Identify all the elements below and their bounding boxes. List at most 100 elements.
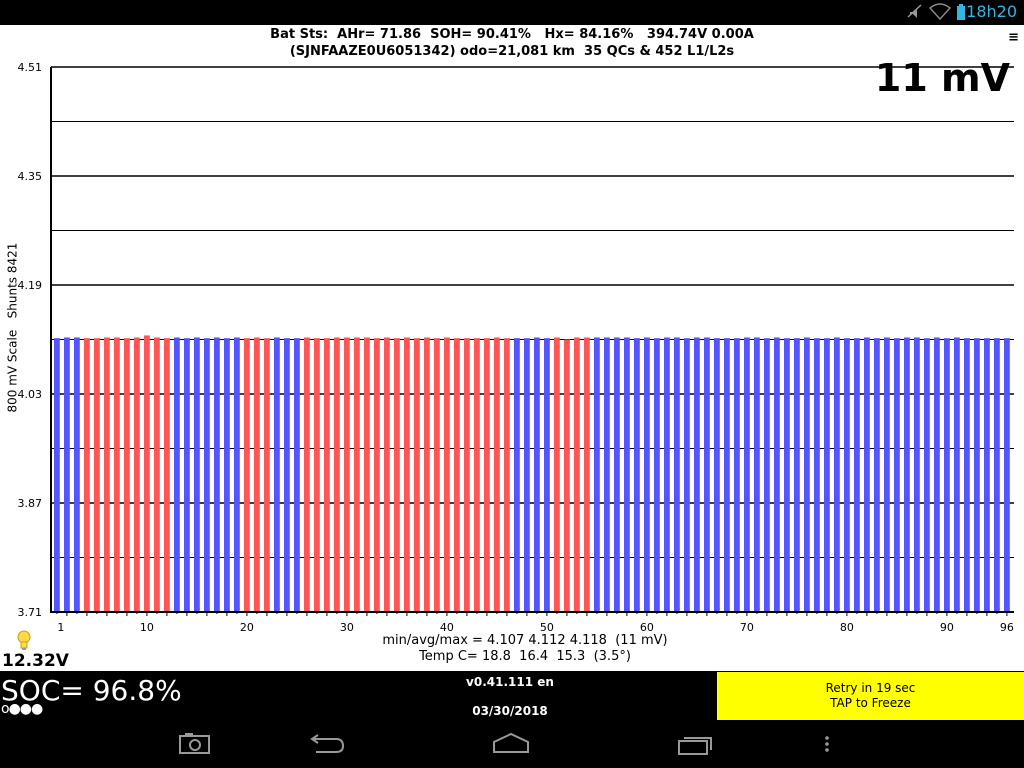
cell-bar[interactable] [724, 338, 730, 612]
cell-bar[interactable] [84, 338, 90, 612]
cell-bar[interactable] [394, 338, 400, 612]
cell-bar[interactable] [284, 338, 290, 612]
cell-bar[interactable] [944, 338, 950, 612]
menu-icon[interactable]: ≡ [1008, 30, 1019, 45]
cell-bar[interactable] [224, 338, 230, 612]
cell-bar[interactable] [644, 337, 650, 612]
cell-bar[interactable] [334, 337, 340, 612]
cell-bar[interactable] [64, 337, 70, 612]
cell-bar[interactable] [564, 339, 570, 613]
cell-bar[interactable] [844, 338, 850, 612]
cell-voltage-chart[interactable]: 4.51 4.35 4.19 4.03 3.87 3.71 1 10 20 30 40 50 60 70 8… [0, 55, 1024, 635]
cell-bar[interactable] [354, 337, 360, 612]
home-icon[interactable] [493, 732, 529, 753]
cell-bar[interactable] [774, 337, 780, 612]
cell-bar[interactable] [684, 338, 690, 612]
cell-bar[interactable] [974, 338, 980, 612]
freeze-button[interactable]: Retry in 19 sec TAP to Freeze [717, 672, 1024, 720]
cell-bar[interactable] [744, 337, 750, 612]
cell-bar[interactable] [624, 337, 630, 612]
cell-bar[interactable] [934, 337, 940, 612]
cell-bar[interactable] [604, 337, 610, 612]
cell-bar[interactable] [344, 337, 350, 612]
cell-bar[interactable] [144, 335, 150, 612]
cell-bar[interactable] [314, 338, 320, 612]
cell-bar[interactable] [154, 337, 160, 612]
cell-bar[interactable] [1004, 338, 1010, 612]
cell-bar[interactable] [924, 338, 930, 612]
cell-bar[interactable] [324, 338, 330, 612]
cell-bar[interactable] [294, 338, 300, 612]
cell-bar[interactable] [474, 338, 480, 612]
cell-bar[interactable] [484, 338, 490, 612]
cell-bar[interactable] [494, 337, 500, 612]
cell-bar[interactable] [194, 337, 200, 612]
cell-bar[interactable] [54, 338, 60, 612]
cell-bar[interactable] [854, 338, 860, 612]
overflow-menu-icon[interactable] [825, 736, 829, 752]
recent-apps-icon[interactable] [678, 737, 712, 755]
cell-bar[interactable] [504, 338, 510, 612]
cell-bar[interactable] [374, 338, 380, 612]
cell-bar[interactable] [244, 338, 250, 612]
cell-bar[interactable] [664, 337, 670, 612]
cell-bar[interactable] [174, 337, 180, 612]
cell-bar[interactable] [514, 338, 520, 612]
cell-bar[interactable] [364, 337, 370, 612]
cell-bar[interactable] [264, 338, 270, 612]
cell-bar[interactable] [574, 337, 580, 612]
cell-bar[interactable] [544, 338, 550, 612]
cell-bar[interactable] [524, 338, 530, 612]
cell-bar[interactable] [304, 337, 310, 612]
cell-bar[interactable] [654, 338, 660, 612]
cell-bar[interactable] [124, 338, 130, 612]
cell-bar[interactable] [434, 338, 440, 612]
cell-bar[interactable] [804, 337, 810, 612]
cell-bar[interactable] [234, 337, 240, 612]
cell-bar[interactable] [214, 337, 220, 612]
cell-bar[interactable] [824, 338, 830, 612]
cell-bar[interactable] [274, 337, 280, 612]
back-icon[interactable] [310, 734, 345, 753]
cell-bar[interactable] [254, 337, 260, 612]
cell-bar[interactable] [954, 337, 960, 612]
cell-bar[interactable] [914, 337, 920, 612]
cell-bar[interactable] [204, 338, 210, 612]
cell-bar[interactable] [464, 338, 470, 612]
camera-icon[interactable] [179, 733, 210, 754]
cell-bar[interactable] [764, 338, 770, 612]
cell-bar[interactable] [734, 338, 740, 612]
cell-bar[interactable] [94, 338, 100, 612]
cell-bar[interactable] [834, 337, 840, 612]
cell-bar[interactable] [454, 338, 460, 612]
cell-bar[interactable] [814, 338, 820, 612]
cell-bar[interactable] [994, 338, 1000, 612]
cell-bar[interactable] [754, 337, 760, 612]
cell-bar[interactable] [594, 337, 600, 612]
cell-bar[interactable] [674, 337, 680, 612]
cell-bar[interactable] [104, 337, 110, 612]
cell-bar[interactable] [384, 337, 390, 612]
cell-bar[interactable] [984, 338, 990, 612]
cell-bar[interactable] [114, 337, 120, 612]
cell-bar[interactable] [414, 338, 420, 612]
cell-bar[interactable] [784, 338, 790, 612]
cell-bar[interactable] [134, 337, 140, 612]
cell-bar[interactable] [964, 338, 970, 612]
cell-bar[interactable] [864, 337, 870, 612]
cell-bar[interactable] [184, 338, 190, 612]
cell-bar[interactable] [704, 337, 710, 612]
cell-bar[interactable] [614, 337, 620, 612]
cell-bar[interactable] [164, 338, 170, 612]
cell-bar[interactable] [894, 338, 900, 612]
cell-bar[interactable] [554, 337, 560, 612]
cell-bar[interactable] [404, 337, 410, 612]
cell-bar[interactable] [534, 337, 540, 612]
cell-bar[interactable] [794, 338, 800, 612]
cell-bar[interactable] [714, 338, 720, 612]
cell-bar[interactable] [694, 337, 700, 612]
cell-bar[interactable] [584, 337, 590, 612]
cell-bar[interactable] [884, 337, 890, 612]
cell-bar[interactable] [874, 338, 880, 612]
cell-bar[interactable] [904, 337, 910, 612]
